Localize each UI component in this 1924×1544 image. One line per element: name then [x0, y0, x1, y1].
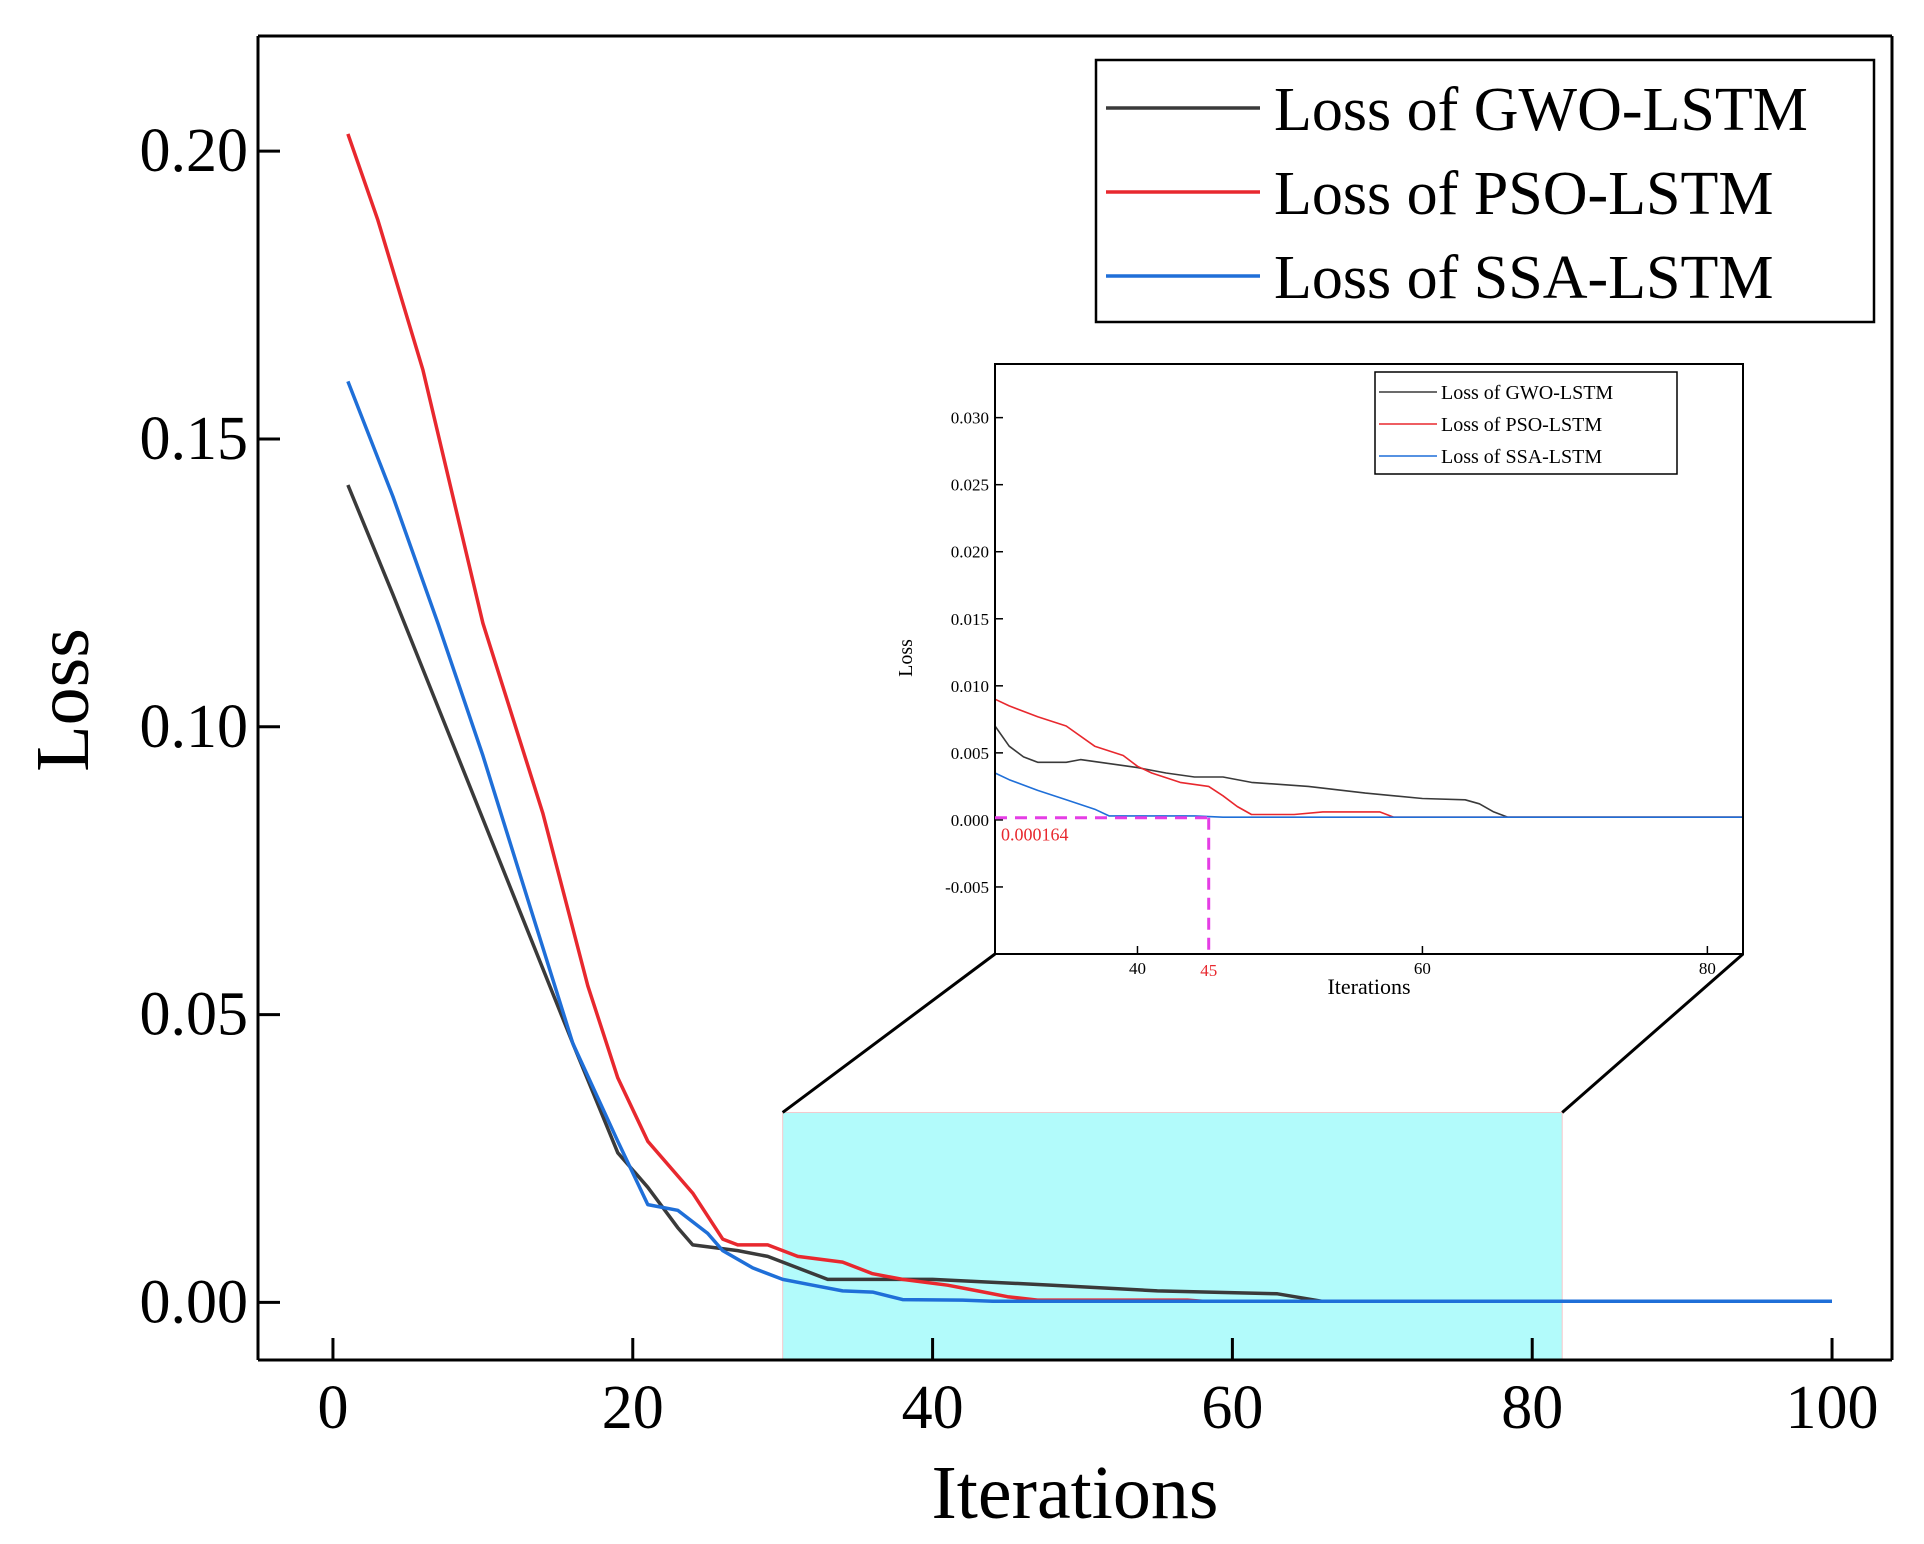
inset-annotation: 0.000164 45: [995, 816, 1217, 980]
inset-legend: Loss of GWO-LSTM Loss of PSO-LSTM Loss of …: [1374, 371, 1678, 475]
main-x-tick-label: 60: [1201, 1374, 1263, 1442]
inset-y-tick-label: -0.005: [945, 878, 989, 897]
main-x-tick-label: 20: [602, 1374, 664, 1442]
main-series-group: [346, 133, 1832, 1304]
main-axes: 0 20 40 60 80 100 0.00 0.05 0.10 0.15 0.20: [140, 34, 1894, 1442]
main-y-tick-label: 0.15: [140, 405, 249, 473]
zoom-connector-lines: [781, 952, 1744, 1114]
zoom-highlight-region: [782, 1111, 1563, 1361]
main-legend-label-2: Loss of PSO-LSTM: [1274, 160, 1774, 228]
inset-y-tick-label: 0.005: [951, 744, 989, 763]
inset-y-tick-label: 0.015: [951, 610, 989, 629]
inset-y-tick-label: 0.010: [951, 677, 989, 696]
inset-chart: 40 60 80 -0.005 0.000 0.005 0.010 0.015 0.020 0.0…: [895, 363, 1744, 999]
inset-series-line-2: [994, 698, 1743, 818]
main-series-line-3: [346, 380, 1832, 1304]
main-y-tick-label: 0.10: [140, 693, 249, 761]
inset-x-tick-label: 80: [1699, 959, 1716, 978]
inset-y-axis-label: Loss: [895, 639, 917, 677]
annotation-x-value: 45: [1200, 961, 1217, 980]
annotation-y-value: 0.000164: [1001, 825, 1069, 845]
main-x-tick-label: 0: [317, 1374, 348, 1442]
inset-axes: 40 60 80 -0.005 0.000 0.005 0.010 0.015 0.020 0.0…: [945, 363, 1744, 978]
inset-series-group: [994, 698, 1743, 818]
main-y-tick-label: 0.00: [140, 1268, 249, 1336]
inset-legend-box: [1374, 371, 1678, 475]
main-x-axis-label: Iterations: [931, 1451, 1218, 1535]
zoom-connector-left: [781, 952, 996, 1114]
main-series-line-1: [346, 484, 1832, 1304]
main-y-axis-label: Loss: [21, 628, 105, 772]
inset-series-line-1: [994, 725, 1743, 818]
inset-legend-label-2: Loss of PSO-LSTM: [1441, 414, 1602, 436]
inset-y-tick-label: 0.025: [951, 476, 989, 495]
inset-x-tick-label: 40: [1129, 959, 1146, 978]
main-x-tick-label: 40: [902, 1374, 964, 1442]
main-x-tick-label: 100: [1786, 1374, 1879, 1442]
main-legend: Loss of GWO-LSTM Loss of PSO-LSTM Loss of …: [1094, 58, 1876, 324]
inset-frame: [994, 363, 1744, 955]
main-chart: 0 20 40 60 80 100 0.00 0.05 0.10 0.15 0.20 Loss of…: [21, 34, 1894, 1535]
zoom-connector-right: [1561, 952, 1744, 1114]
main-x-tick-label: 80: [1501, 1374, 1563, 1442]
main-legend-label-1: Loss of GWO-LSTM: [1274, 76, 1808, 144]
inset-y-tick-label: 0.020: [951, 543, 989, 562]
main-legend-label-3: Loss of SSA-LSTM: [1274, 244, 1774, 312]
inset-y-tick-label: 0.000: [951, 811, 989, 830]
inset-y-tick-label: 0.030: [951, 409, 989, 428]
main-y-tick-label: 0.20: [140, 117, 249, 185]
inset-legend-label-3: Loss of SSA-LSTM: [1441, 446, 1602, 468]
inset-series-line-3: [994, 772, 1743, 818]
main-y-tick-label: 0.05: [140, 981, 249, 1049]
inset-x-axis-label: Iterations: [1327, 974, 1410, 999]
inset-legend-label-1: Loss of GWO-LSTM: [1441, 382, 1613, 404]
inset-x-tick-label: 60: [1414, 959, 1431, 978]
